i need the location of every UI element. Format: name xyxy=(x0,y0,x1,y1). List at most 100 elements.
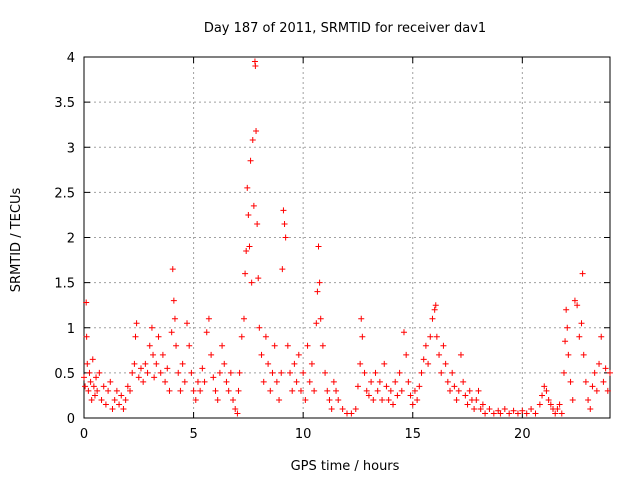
data-point xyxy=(433,333,440,340)
data-point xyxy=(392,378,399,385)
data-point xyxy=(545,396,552,403)
data-point xyxy=(604,387,611,394)
data-point xyxy=(98,396,105,403)
data-point xyxy=(159,351,166,358)
data-point xyxy=(442,360,449,367)
data-points xyxy=(81,58,613,417)
data-point xyxy=(607,369,613,376)
data-point xyxy=(133,320,140,327)
data-point xyxy=(372,369,379,376)
data-point xyxy=(116,401,123,408)
data-point xyxy=(254,220,261,227)
data-point xyxy=(431,306,438,313)
data-point xyxy=(429,315,436,322)
data-point xyxy=(486,405,493,412)
data-point xyxy=(90,383,97,390)
data-point xyxy=(490,410,497,417)
data-point xyxy=(354,383,361,390)
data-point xyxy=(475,387,482,394)
data-point xyxy=(232,405,239,412)
data-point xyxy=(155,333,162,340)
data-point xyxy=(284,342,291,349)
data-point xyxy=(179,360,186,367)
data-point xyxy=(335,396,342,403)
data-point xyxy=(276,396,283,403)
data-point xyxy=(308,360,315,367)
data-point xyxy=(256,324,263,331)
data-point xyxy=(383,383,390,390)
data-point xyxy=(444,378,451,385)
data-point xyxy=(271,342,278,349)
data-point xyxy=(131,360,138,367)
data-point xyxy=(562,338,569,345)
data-point xyxy=(339,405,346,412)
data-point xyxy=(252,63,259,70)
data-point xyxy=(436,351,443,358)
data-point xyxy=(300,369,307,376)
data-point xyxy=(560,369,567,376)
data-point xyxy=(205,315,212,322)
data-point xyxy=(230,396,237,403)
data-point xyxy=(186,342,193,349)
data-point xyxy=(416,383,423,390)
data-point xyxy=(269,369,276,376)
data-point xyxy=(565,351,572,358)
data-point xyxy=(302,396,309,403)
data-point xyxy=(528,405,535,412)
data-point xyxy=(287,369,294,376)
data-point xyxy=(248,279,255,286)
data-point xyxy=(223,378,230,385)
data-point xyxy=(192,396,199,403)
data-point xyxy=(203,329,210,336)
data-point xyxy=(455,387,462,394)
data-point xyxy=(169,266,176,273)
data-point xyxy=(315,243,322,250)
data-point xyxy=(91,392,98,399)
data-point xyxy=(569,396,576,403)
data-point xyxy=(552,410,559,417)
data-point xyxy=(361,369,368,376)
data-point xyxy=(111,396,118,403)
data-point xyxy=(151,374,158,381)
data-point xyxy=(214,396,221,403)
data-point xyxy=(519,407,526,414)
data-point xyxy=(514,410,521,417)
data-point xyxy=(94,387,101,394)
data-point xyxy=(523,410,530,417)
data-point xyxy=(262,333,269,340)
y-tick-labels: 0 0.5 1 1.5 2 2.5 3 3.5 4 xyxy=(54,51,75,427)
data-point xyxy=(102,401,109,408)
y-tick-label: 4 xyxy=(67,51,75,66)
data-point xyxy=(322,369,329,376)
data-point xyxy=(357,360,364,367)
data-point xyxy=(326,396,333,403)
x-tick-label: 20 xyxy=(514,427,531,442)
data-point xyxy=(358,315,365,322)
x-tick-labels: 0 5 10 15 20 xyxy=(80,427,531,442)
data-point xyxy=(129,369,136,376)
data-point xyxy=(122,396,129,403)
y-tick-label: 3 xyxy=(67,141,75,156)
data-point xyxy=(184,320,191,327)
data-point xyxy=(212,387,219,394)
plot-frame xyxy=(83,56,611,419)
data-point xyxy=(396,369,403,376)
y-tick-label: 0 xyxy=(67,412,75,427)
data-point xyxy=(166,387,173,394)
data-point xyxy=(403,351,410,358)
data-point xyxy=(164,365,171,372)
data-point xyxy=(219,342,226,349)
data-point xyxy=(127,387,134,394)
data-point xyxy=(168,329,175,336)
y-tick-label: 1.5 xyxy=(54,277,75,292)
data-point xyxy=(422,342,429,349)
data-point xyxy=(374,387,381,394)
data-point xyxy=(199,365,206,372)
data-point xyxy=(225,387,232,394)
data-point xyxy=(532,410,539,417)
data-point xyxy=(497,410,504,417)
data-point xyxy=(157,369,164,376)
data-point xyxy=(306,378,313,385)
data-point xyxy=(314,288,321,295)
